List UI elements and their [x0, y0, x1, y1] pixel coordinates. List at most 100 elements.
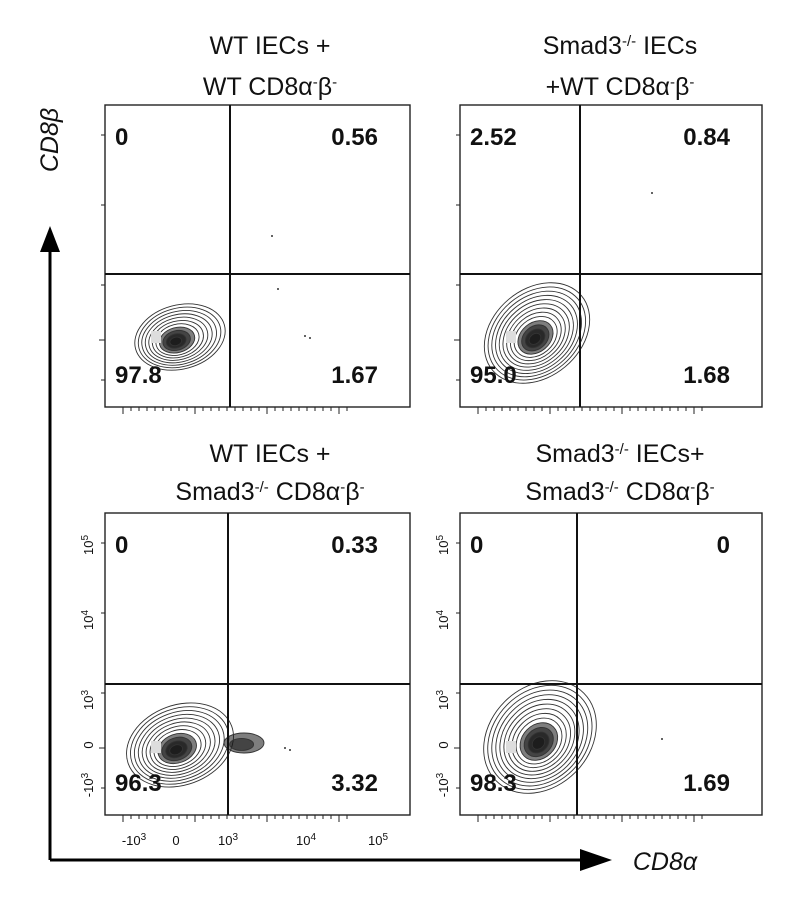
quadrant-value-lower-right: 1.68: [683, 362, 730, 389]
y-tick-label: 105: [435, 535, 452, 555]
y-tick-label: 103: [435, 690, 452, 710]
quadrant-value-lower-right: 1.69: [683, 770, 730, 797]
y-tick-label: 104: [435, 610, 452, 630]
contour-line: [483, 680, 597, 794]
tick-base: 10: [436, 541, 451, 555]
quadrant-value-upper-right: 0: [717, 532, 730, 559]
y-axis-label: CD8β: [36, 108, 64, 172]
panel-title-line: Smad3-/- CD8α-β-: [525, 478, 714, 506]
quadrant-value-lower-left: 98.3: [470, 770, 517, 797]
contour-line: [499, 698, 580, 780]
panel-title-segment: Smad3: [543, 32, 622, 60]
plot-frame: [459, 512, 763, 816]
quadrant-value-lower-left: 97.8: [115, 362, 162, 389]
event-dot: [661, 738, 663, 740]
event-dot: [651, 192, 653, 194]
event-dot: [289, 749, 291, 751]
contour-line: [502, 303, 570, 368]
panel-title-segment: -: [313, 74, 318, 91]
contour-line: [148, 316, 209, 361]
tick-exponent: 3: [435, 772, 446, 778]
gate-corner-patch: [506, 331, 516, 343]
panel-title-segment: +WT CD8α: [546, 73, 670, 101]
contour-line: [483, 282, 591, 384]
contour-line: [495, 294, 578, 375]
panel-title-segment: β: [318, 73, 332, 101]
tick-exponent: 3: [232, 832, 238, 843]
event-dot: [277, 288, 279, 290]
y-tick-label: -103: [435, 772, 452, 797]
contour-line: [169, 744, 183, 756]
x-tick-label: 0: [172, 833, 179, 848]
contour-line: [487, 684, 593, 791]
contour-line: [153, 729, 202, 767]
quadrant-value-upper-left: 0: [470, 532, 483, 559]
contour-line: [134, 303, 226, 371]
contour-line: [531, 736, 546, 750]
quadrant-value-upper-left: 2.52: [470, 124, 517, 151]
panel-title-segment: CD8α: [619, 478, 690, 506]
tick-base: 10: [436, 616, 451, 630]
quadrant-value-upper-right: 0.33: [331, 532, 378, 559]
contour-line: [528, 332, 542, 345]
quadrant-value-upper-right: 0.84: [683, 124, 730, 151]
panel-title-segment: -/-: [605, 479, 619, 496]
tick-base: 0: [172, 833, 179, 848]
contour-line: [141, 717, 216, 776]
contour-line: [506, 307, 566, 365]
contour-density: [134, 303, 226, 371]
panel-title-line: WT CD8α-β-: [203, 73, 337, 101]
panel-title-segment: β: [695, 478, 709, 506]
tick-base: 0: [436, 741, 451, 748]
contour-line: [495, 694, 584, 783]
plot-frame: [459, 104, 763, 408]
tick-base: 10: [368, 833, 382, 848]
panel-title-line: Smad3-/- IECs+: [535, 440, 704, 468]
event-dot: [284, 747, 286, 749]
quadrant-value-upper-right: 0.56: [331, 124, 378, 151]
gate-corner-patch: [506, 741, 516, 753]
contour-line: [133, 710, 225, 782]
tick-base: 10: [81, 616, 96, 630]
contour-line: [151, 320, 204, 359]
panel-title-segment: -: [360, 479, 365, 496]
panel-title-segment: β: [675, 73, 689, 101]
panel-title-segment: WT IECs +: [209, 440, 330, 468]
tick-base: 0: [81, 741, 96, 748]
contour-line: [487, 286, 587, 381]
contour-line: [137, 306, 222, 369]
panel-title-segment: WT CD8α: [203, 73, 313, 101]
panel-title-line: Smad3-/- CD8α-β-: [175, 478, 364, 506]
tick-exponent: 4: [435, 610, 446, 616]
y-tick-label: 0: [436, 741, 451, 748]
tick-exponent: 3: [80, 772, 91, 778]
panel-title-segment: -: [710, 479, 715, 496]
axis-ticks: [99, 542, 348, 822]
tick-base: 10: [81, 541, 96, 555]
contour-line: [498, 299, 574, 371]
contour-line: [126, 702, 234, 788]
panel-title-segment: -: [689, 74, 694, 91]
x-tick-label: 103: [218, 832, 238, 849]
event-dot: [309, 337, 311, 339]
x-tick-label: 104: [296, 832, 316, 849]
panel-title-segment: -/-: [615, 441, 629, 458]
event-dot: [304, 335, 306, 337]
contour-line: [149, 725, 207, 770]
contour-line: [145, 721, 211, 773]
quadrant-value-lower-right: 1.67: [331, 362, 378, 389]
tick-base: 10: [218, 833, 232, 848]
axis-ticks: [454, 542, 703, 822]
panel-title-line: +WT CD8α-β-: [546, 73, 695, 101]
tick-exponent: 4: [310, 832, 316, 843]
contour-line: [507, 708, 571, 772]
contour-line: [169, 336, 183, 347]
contour-line: [510, 311, 562, 362]
panel-title-line: WT IECs +: [209, 32, 330, 60]
y-tick-label: 0: [81, 741, 96, 748]
contour-line: [513, 315, 558, 358]
tick-base: 10: [296, 833, 310, 848]
tick-exponent: 5: [435, 535, 446, 541]
